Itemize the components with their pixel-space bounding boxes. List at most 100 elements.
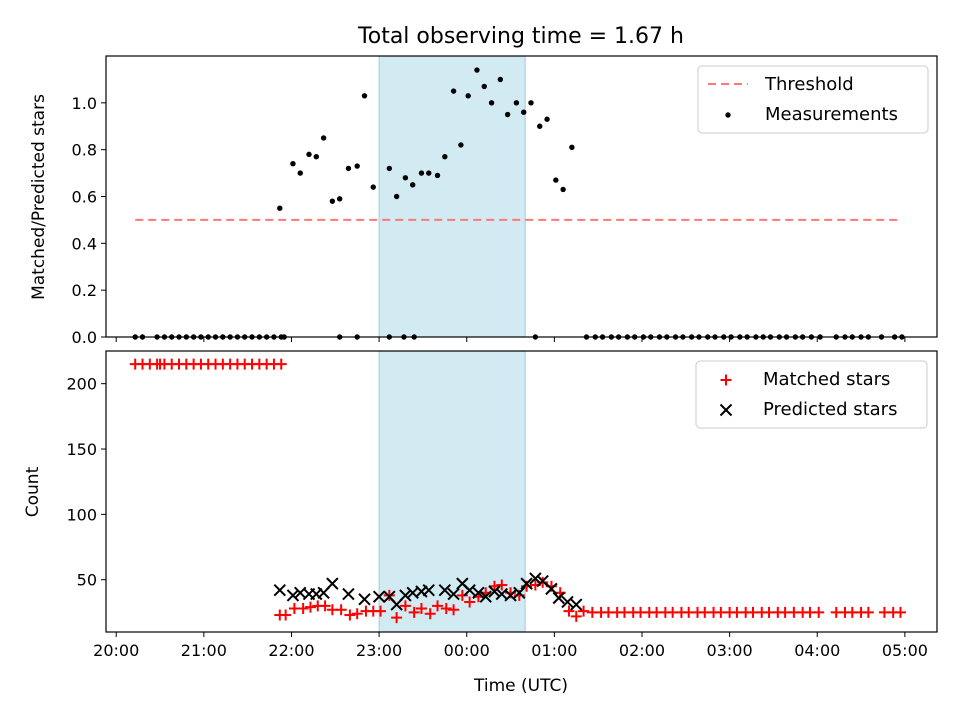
bottom-y-tick-label: 150 bbox=[66, 440, 97, 459]
matched-star-point bbox=[448, 604, 460, 616]
predicted-star-point bbox=[552, 591, 565, 605]
measurement-point bbox=[513, 100, 520, 106]
measurement-point bbox=[434, 172, 441, 179]
bottom-y-axis-label: Count bbox=[23, 466, 43, 517]
matched-star-point bbox=[464, 596, 476, 608]
matched-star-point bbox=[570, 610, 582, 622]
predicted-star-point bbox=[488, 585, 501, 598]
predicted-star-point bbox=[472, 586, 485, 599]
bottom-y-tick-label: 100 bbox=[66, 505, 97, 524]
measurement-point bbox=[320, 135, 327, 141]
predicted-star-point bbox=[520, 577, 533, 590]
predicted-star-point bbox=[399, 589, 412, 602]
top-y-tick-label: 0.4 bbox=[72, 234, 97, 253]
legend-box bbox=[697, 65, 929, 134]
bottom-axes-frame bbox=[105, 350, 938, 633]
x-tick-label: 04:00 bbox=[794, 641, 840, 660]
matched-star-point bbox=[440, 602, 452, 614]
measurement-point bbox=[450, 88, 457, 94]
top-y-tick-label: 0.8 bbox=[72, 141, 97, 160]
legend-matched-label: Matched stars bbox=[763, 369, 890, 390]
legend-measurements-label: Measurements bbox=[765, 104, 898, 125]
legend-measurements-swatch bbox=[725, 112, 731, 118]
predicted-star-point bbox=[438, 583, 452, 597]
matched-star-point bbox=[351, 608, 363, 620]
matched-star-point bbox=[408, 606, 420, 618]
matched-star-point bbox=[344, 609, 356, 621]
top-y-tick-label: 0.6 bbox=[72, 188, 97, 207]
matched-star-point bbox=[488, 580, 500, 592]
top-y-tick-label: 0.2 bbox=[72, 281, 97, 300]
measurement-point bbox=[354, 163, 360, 169]
matched-star-point bbox=[813, 606, 825, 618]
x-tick-label: 22:00 bbox=[268, 641, 314, 660]
measurement-point bbox=[361, 93, 368, 99]
predicted-star-point bbox=[570, 598, 583, 611]
measurement-point bbox=[569, 144, 575, 151]
x-tick-label: 01:00 bbox=[531, 641, 577, 660]
measurement-point bbox=[277, 205, 283, 211]
measurement-point bbox=[488, 100, 495, 106]
measurement-point bbox=[458, 142, 464, 148]
predicted-star-point bbox=[447, 587, 460, 601]
measurement-point bbox=[418, 170, 425, 176]
top-y-tick-label: 1.0 bbox=[72, 94, 97, 113]
matched-star-point bbox=[375, 605, 387, 617]
chart-title: Total observing time = 1.67 h bbox=[357, 24, 684, 49]
x-tick-label: 21:00 bbox=[181, 641, 227, 660]
matched-star-point bbox=[319, 600, 331, 612]
matched-star-point bbox=[563, 605, 575, 617]
measurement-point bbox=[553, 177, 559, 183]
x-tick-label: 23:00 bbox=[356, 641, 402, 660]
measurement-point bbox=[528, 100, 534, 106]
matched-star-point bbox=[304, 601, 316, 613]
measurement-point bbox=[290, 161, 296, 167]
matched-star-point bbox=[456, 589, 468, 601]
matched-star-point bbox=[297, 602, 309, 614]
predicted-star-point bbox=[358, 593, 371, 606]
measurement-point bbox=[393, 193, 400, 200]
measurement-point bbox=[402, 175, 409, 181]
matched-star-point bbox=[280, 609, 292, 621]
x-tick-label: 03:00 bbox=[707, 641, 753, 660]
highlight-span bbox=[378, 55, 526, 338]
matched-star-point bbox=[415, 602, 427, 614]
x-axis-label: Time (UTC) bbox=[473, 676, 568, 696]
predicted-star-point bbox=[545, 582, 558, 596]
x-tick-label: 00:00 bbox=[444, 641, 490, 660]
measurement-point bbox=[313, 153, 320, 160]
legend-predicted-label: Predicted stars bbox=[763, 399, 897, 420]
measurement-point bbox=[297, 170, 303, 176]
predicted-star-point bbox=[372, 590, 386, 603]
bottom-y-tick-label: 200 bbox=[66, 375, 97, 394]
measurement-point bbox=[329, 198, 336, 204]
predicted-star-point bbox=[479, 590, 492, 603]
matched-star-point bbox=[894, 606, 906, 618]
predicted-star-point bbox=[342, 587, 355, 601]
matched-star-point bbox=[391, 612, 403, 624]
x-tick-label: 20:00 bbox=[93, 641, 139, 660]
predicted-star-point bbox=[273, 583, 287, 597]
legend-predicted-swatch bbox=[719, 403, 733, 417]
measurement-point bbox=[426, 170, 432, 176]
predicted-star-point bbox=[326, 577, 339, 590]
predicted-star-point bbox=[529, 572, 542, 585]
x-tick-label: 02:00 bbox=[619, 641, 665, 660]
measurement-point bbox=[474, 67, 480, 73]
bottom-y-tick-label: 50 bbox=[77, 571, 97, 590]
matched-star-point bbox=[399, 600, 411, 612]
predicted-star-point bbox=[463, 583, 476, 597]
measurement-point bbox=[520, 109, 527, 115]
measurement-point bbox=[386, 165, 393, 172]
x-tick-label: 05:00 bbox=[882, 641, 928, 660]
matched-star-point bbox=[862, 606, 874, 618]
measurement-point bbox=[336, 196, 343, 202]
predicted-star-point bbox=[561, 595, 574, 609]
matched-star-point bbox=[496, 579, 508, 591]
measurement-point bbox=[345, 165, 352, 172]
legend-box bbox=[695, 360, 928, 429]
measurement-point bbox=[481, 83, 487, 90]
matched-star-point bbox=[424, 608, 436, 620]
measurement-point bbox=[497, 76, 504, 83]
